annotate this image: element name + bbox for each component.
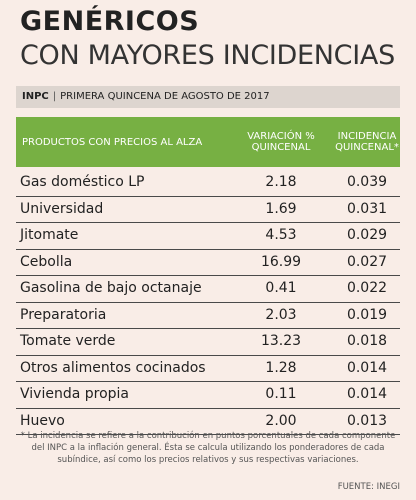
table-row: Otros alimentos cocinados 1.28 0.014: [16, 356, 400, 382]
table-row: Huevo 2.00 0.013: [16, 409, 400, 435]
cell: 0.11: [265, 386, 297, 402]
cell: 0.013: [346, 412, 388, 429]
table-row: Tomate verde 13.23 0.018: [16, 329, 400, 356]
period: PRIMERA QUINCENA DE AGOSTO DE 2017: [60, 91, 270, 102]
cell: 0.031: [346, 200, 388, 217]
cell: 0.014: [346, 359, 388, 376]
table-row: Universidad 1.69 0.031: [16, 197, 400, 223]
cell: 0.022: [346, 280, 388, 296]
cell: Vivienda propia: [20, 386, 129, 402]
cell: Huevo: [20, 412, 65, 429]
table-row: Cebolla 16.99 0.027: [16, 250, 400, 276]
table-body: Gas doméstico LP 2.18 0.039 Universidad 1.69…: [16, 170, 400, 435]
cell: Tomate verde: [20, 333, 116, 349]
cell: 1.69: [265, 200, 297, 217]
cell: Universidad: [20, 200, 104, 217]
column-header: VARIACIÓN % QUINCENAL: [247, 131, 315, 153]
cell: 2.00: [265, 412, 297, 429]
table-row: Vivienda propia 0.11 0.014: [16, 382, 400, 409]
tag: INPC: [22, 91, 49, 102]
cell: 2.18: [265, 174, 297, 190]
cell: 0.41: [265, 280, 297, 296]
cell: Preparatoria: [20, 306, 107, 323]
cell: 4.53: [265, 227, 297, 243]
separator: |: [52, 91, 57, 102]
source: FUENTE: INEGI: [337, 482, 400, 492]
footnote: * La incidencia se refiere a la contribu…: [20, 431, 396, 465]
cell: Gasolina de bajo octanaje: [20, 280, 202, 296]
table-header: PRODUCTOS CON PRECIOS AL ALZA VARIACIÓN …: [16, 117, 400, 167]
cell: 0.019: [346, 306, 388, 323]
cell: 2.03: [265, 306, 297, 323]
column-header: PRODUCTOS CON PRECIOS AL ALZA: [22, 136, 203, 148]
info-bar: INPC | PRIMERA QUINCENA DE AGOSTO DE 2017: [16, 86, 400, 108]
cell: 0.018: [346, 333, 388, 349]
table-row: Jitomate 4.53 0.029: [16, 223, 400, 250]
cell: 0.014: [346, 386, 388, 402]
cell: 1.28: [265, 359, 297, 376]
cell: 16.99: [260, 253, 302, 270]
cell: Jitomate: [20, 227, 79, 243]
subtitle: CON MAYORES INCIDENCIAS: [20, 40, 395, 71]
cell: 0.027: [346, 253, 388, 270]
table-row: Gasolina de bajo octanaje 0.41 0.022: [16, 276, 400, 303]
table-row: Preparatoria 2.03 0.019: [16, 303, 400, 329]
cell: 13.23: [260, 333, 302, 349]
table-row: Gas doméstico LP 2.18 0.039: [16, 170, 400, 197]
title: GENÉRICOS: [20, 6, 200, 37]
cell: Cebolla: [20, 253, 73, 270]
cell: Gas doméstico LP: [20, 174, 145, 190]
cell: Otros alimentos cocinados: [20, 359, 206, 376]
column-header: INCIDENCIA QUINCENAL*: [335, 131, 399, 153]
cell: 0.029: [346, 227, 388, 243]
cell: 0.039: [346, 174, 388, 190]
